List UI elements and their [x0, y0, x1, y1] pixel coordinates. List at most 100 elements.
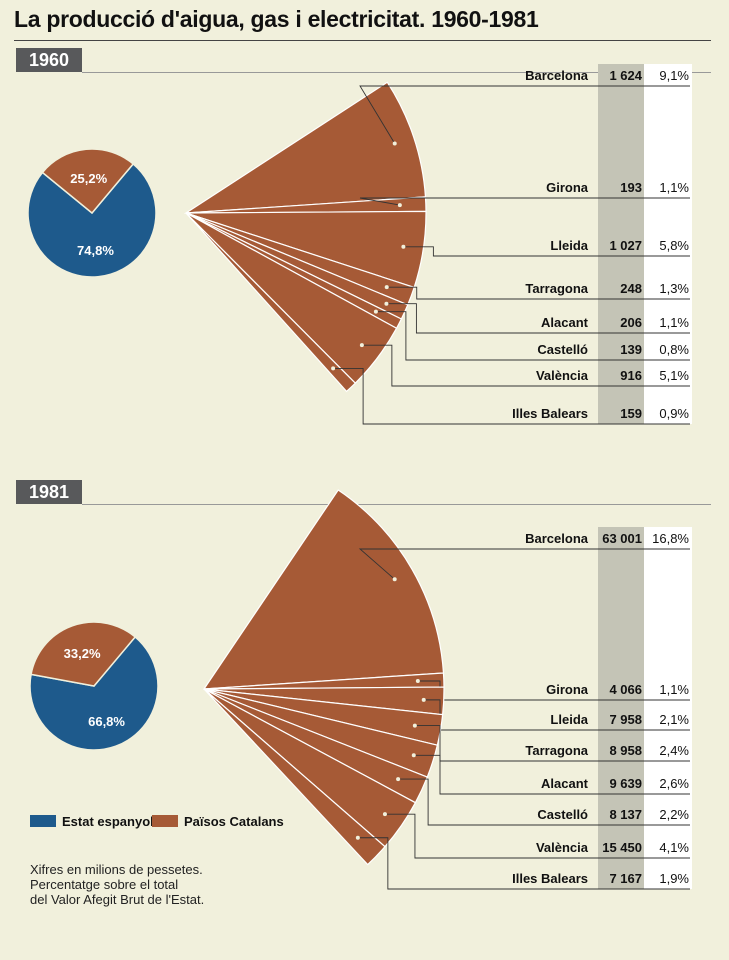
title-rule: [14, 40, 711, 41]
leader-line: [361, 344, 690, 387]
region-value: 7 167: [609, 871, 642, 886]
region-percent: 2,6%: [659, 776, 689, 791]
pie-slice: [27, 162, 157, 278]
region-name: Illes Balears: [512, 406, 588, 421]
year-badge-1981: 1981: [16, 480, 82, 504]
region-name: Girona: [546, 180, 589, 195]
note-line: Percentatge sobre el total: [30, 877, 179, 892]
leader-dot: [401, 244, 406, 249]
region-percent: 2,2%: [659, 807, 689, 822]
region-percent: 0,8%: [659, 342, 689, 357]
leader-dot: [411, 753, 416, 758]
region-percent: 5,8%: [659, 238, 689, 253]
region-percent: 1,9%: [659, 871, 689, 886]
region-value: 63 001: [602, 531, 642, 546]
region-name: Tarragona: [525, 281, 588, 296]
leader-dot: [384, 301, 389, 306]
leader-dot: [392, 577, 397, 582]
pie-slice-label: 74,8%: [77, 243, 114, 258]
leader-dot: [392, 141, 397, 146]
leader-line: [398, 778, 690, 826]
pie-slice-label: 25,2%: [70, 171, 107, 186]
region-value: 8 958: [609, 743, 642, 758]
legend-spain: Estat espanyol: [30, 814, 154, 829]
fan-wedge: [203, 688, 386, 866]
fan-wedge: [185, 212, 357, 393]
fan-wedge: [183, 81, 427, 214]
chart-1981: 66,8% 33,2% Barcelona 63 001 16,8% Girona 4 06…: [29, 489, 692, 890]
leader-dot: [384, 285, 389, 290]
region-name: Lleida: [550, 712, 588, 727]
pie-slice: [30, 621, 137, 687]
chart-1960: 74,8% 25,2% Barcelona 1 624 9,1% Girona 193 1,1…: [27, 64, 692, 425]
region-value: 206: [620, 315, 642, 330]
value-column-band: [598, 527, 644, 889]
leader-dot: [415, 678, 420, 683]
region-value: 916: [620, 368, 642, 383]
region-percent: 1,3%: [659, 281, 689, 296]
fan-wedge: [202, 489, 445, 690]
region-percent: 1,1%: [659, 315, 689, 330]
region-value: 4 066: [609, 682, 642, 697]
region-value: 159: [620, 406, 642, 421]
leader-line: [386, 286, 690, 300]
leader-dot: [382, 812, 387, 817]
leader-dot: [396, 777, 401, 782]
region-value: 1 027: [609, 238, 642, 253]
region-name: Girona: [546, 682, 589, 697]
region-percent: 1,1%: [659, 682, 689, 697]
region-value: 193: [620, 180, 642, 195]
region-percent: 16,8%: [652, 531, 689, 546]
percent-column-band: [644, 64, 692, 424]
leader-line: [414, 725, 690, 762]
pie-slice-label: 33,2%: [64, 646, 101, 661]
region-value: 139: [620, 342, 642, 357]
region-value: 9 639: [609, 776, 642, 791]
leader-line: [359, 85, 690, 144]
section-rule-1981: [82, 504, 711, 505]
leader-line: [333, 367, 690, 425]
pie-slice: [41, 148, 135, 215]
region-value: 248: [620, 281, 642, 296]
leader-line: [359, 197, 690, 206]
legend-swatch-catalan: [152, 815, 178, 827]
region-name: Castelló: [537, 807, 588, 822]
region-value: 1 624: [609, 68, 642, 83]
region-value: 8 137: [609, 807, 642, 822]
leader-dot: [373, 309, 378, 314]
leader-dot: [359, 343, 364, 348]
value-column-band: [598, 64, 644, 424]
source-note: Xifres en milions de pessetes. Percentat…: [30, 862, 204, 907]
leader-line: [386, 303, 690, 334]
legend-catalan: Països Catalans: [152, 814, 284, 829]
year-badge-1960: 1960: [16, 48, 82, 72]
region-percent: 0,9%: [659, 406, 689, 421]
region-name: València: [536, 368, 589, 383]
region-percent: 4,1%: [659, 840, 689, 855]
note-line: del Valor Afegit Brut de l'Estat.: [30, 892, 205, 907]
page-title: La producció d'aigua, gas i electricitat…: [14, 6, 539, 32]
region-percent: 2,4%: [659, 743, 689, 758]
region-name: Barcelona: [525, 68, 589, 83]
legend-label-catalan: Països Catalans: [184, 814, 284, 829]
leader-dot: [412, 723, 417, 728]
leader-dot: [397, 203, 402, 208]
region-name: Alacant: [541, 776, 589, 791]
leader-dot: [421, 697, 426, 702]
section-rule-1960: [82, 72, 711, 73]
region-name: Castelló: [537, 342, 588, 357]
region-percent: 2,1%: [659, 712, 689, 727]
region-percent: 9,1%: [659, 68, 689, 83]
region-name: Barcelona: [525, 531, 589, 546]
leader-dot: [355, 835, 360, 840]
leader-line: [403, 246, 690, 257]
region-value: 15 450: [602, 840, 642, 855]
region-name: Lleida: [550, 238, 588, 253]
region-name: Alacant: [541, 315, 589, 330]
leader-line: [358, 548, 690, 580]
leader-line: [357, 837, 690, 890]
region-value: 7 958: [609, 712, 642, 727]
leader-line: [413, 754, 690, 795]
